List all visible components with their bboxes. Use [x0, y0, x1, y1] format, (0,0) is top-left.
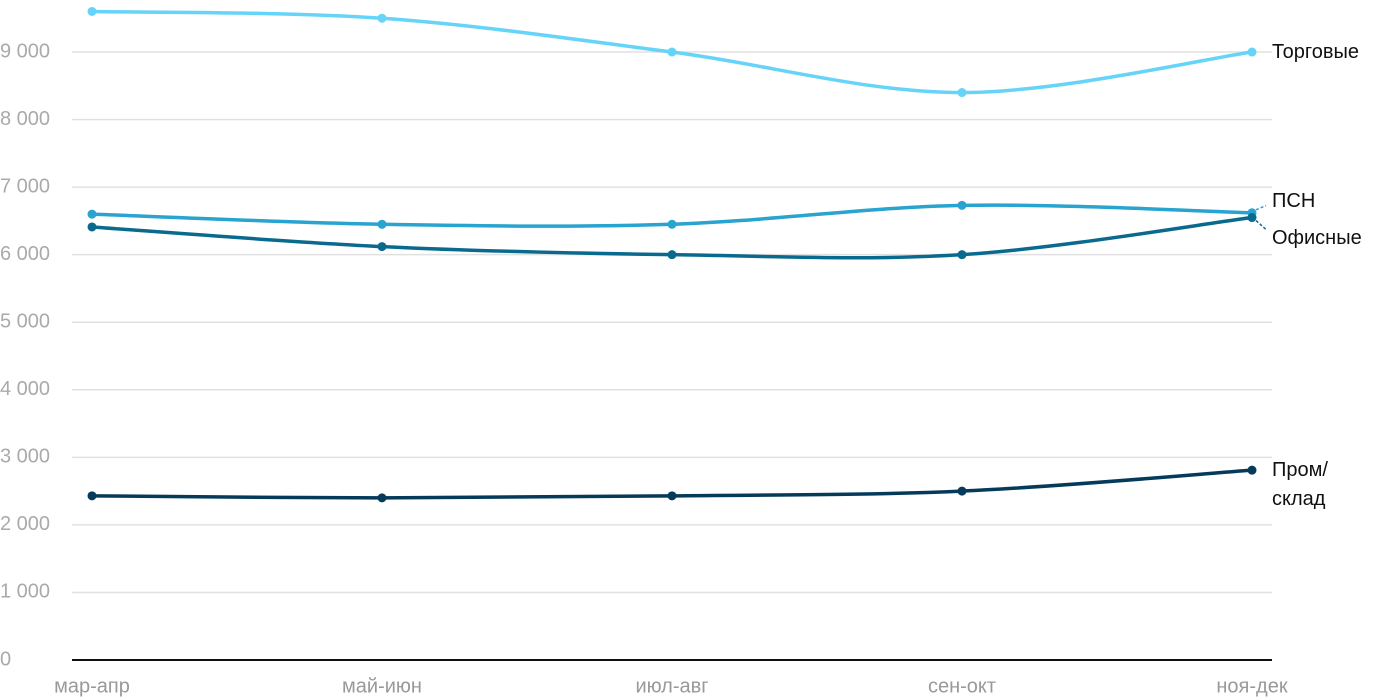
data-point — [87, 6, 97, 16]
data-point — [377, 13, 387, 23]
data-point — [87, 491, 97, 501]
series-label: Торговые — [1272, 41, 1360, 64]
y-tick-label: 5 000 — [0, 311, 50, 333]
y-tick-label: 9 000 — [0, 40, 50, 62]
y-tick-label: 1 000 — [0, 581, 50, 603]
data-point — [957, 200, 967, 210]
data-point — [377, 242, 387, 252]
data-point — [667, 219, 677, 229]
y-tick-label: 2 000 — [0, 513, 50, 535]
y-tick-label: 7 000 — [0, 175, 50, 197]
series-label: ПСН — [1272, 189, 1316, 212]
data-point — [87, 209, 97, 219]
y-tick-label: 8 000 — [0, 108, 50, 130]
x-tick-label: июл-авг — [635, 675, 708, 697]
data-point — [957, 486, 967, 496]
data-point — [1247, 465, 1257, 475]
data-point — [1247, 213, 1257, 223]
series-label: Офисные — [1272, 226, 1362, 249]
label-leader — [1255, 204, 1267, 211]
data-point — [87, 222, 97, 232]
data-point — [957, 250, 967, 260]
y-tick-label: 0 — [0, 648, 11, 670]
data-point — [667, 47, 677, 57]
y-tick-label: 6 000 — [0, 243, 50, 265]
data-point — [377, 219, 387, 229]
x-tick-label: май-июн — [342, 675, 422, 697]
y-tick-label: 3 000 — [0, 446, 50, 468]
y-tick-label: 4 000 — [0, 378, 50, 400]
label-leader — [1255, 219, 1267, 231]
data-point — [957, 88, 967, 98]
data-point — [377, 493, 387, 503]
data-point — [667, 250, 677, 260]
series-label: Пром/ склад — [1272, 459, 1328, 511]
x-tick-label: ноя-дек — [1216, 675, 1287, 697]
x-tick-label: сен-окт — [928, 675, 996, 697]
x-tick-label: мар-апр — [54, 675, 130, 697]
data-point — [667, 491, 677, 501]
data-point — [1247, 47, 1257, 57]
